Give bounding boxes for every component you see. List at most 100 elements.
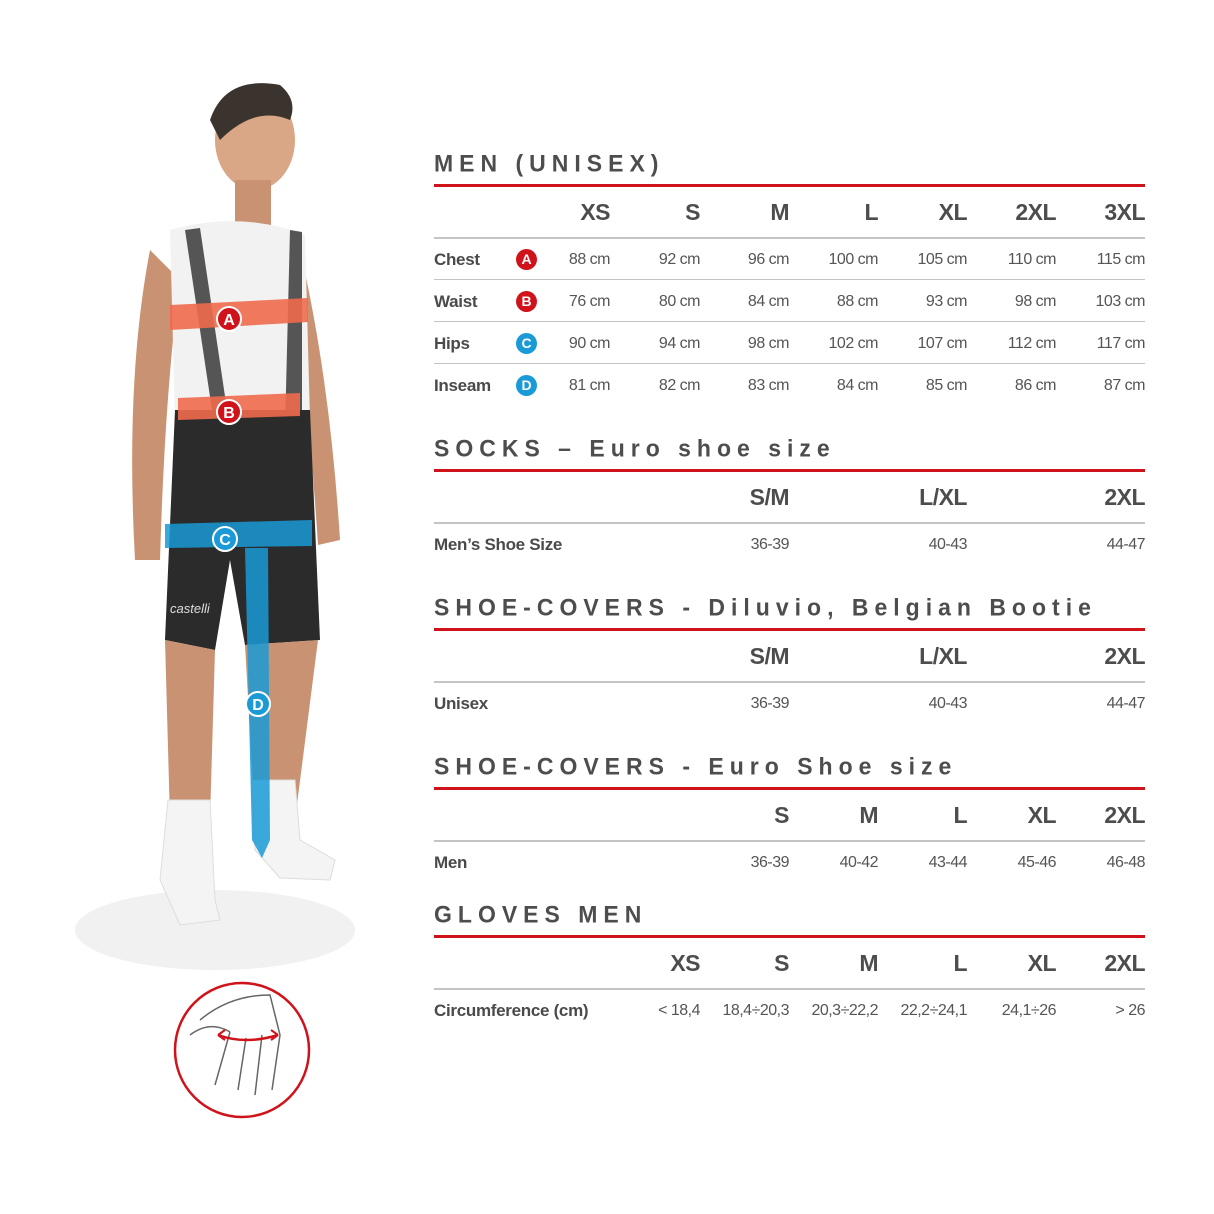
size-header: L [953,950,967,976]
section-divider [434,184,1145,187]
size-header: S/M [749,484,790,510]
header-divider [434,522,1145,524]
table-cell: 90 cm [568,335,611,352]
table-cell: 40-43 [928,536,968,553]
table-cell: 36-39 [750,536,790,553]
row-label: Men [434,853,468,872]
size-header: 2XL [1104,950,1145,976]
size-header: 3XL [1104,199,1145,225]
svg-text:B: B [223,405,235,422]
table-cell: 36-39 [750,695,790,712]
table-cell: 40-42 [839,854,879,871]
size-header: L [864,199,878,225]
size-header: S [685,199,700,225]
castelli-logo: castelli [170,601,211,616]
table-cell: 96 cm [747,251,790,268]
table-cell: < 18,4 [658,1002,700,1019]
table-cell: 36-39 [750,854,790,871]
table-cell: 76 cm [568,293,611,310]
size-header: S [774,950,789,976]
marker-c-icon: C [212,526,238,552]
row-label: Men’s Shoe Size [434,535,563,554]
section-title: GLOVES MEN [434,900,648,928]
table-cell: 84 cm [747,293,790,310]
size-header: L/XL [919,484,967,510]
header-divider [434,840,1145,842]
size-header: XL [1027,802,1057,828]
table-cell: 98 cm [747,335,790,352]
size-header: 2XL [1104,802,1145,828]
size-header: 2XL [1015,199,1056,225]
row-label: Hips [434,334,470,353]
size-header: S/M [749,643,790,669]
row-label: Unisex [434,694,488,713]
table-cell: 40-43 [928,695,968,712]
header-divider [434,237,1145,239]
size-header: L/XL [919,643,967,669]
row-label: Circumference (cm) [434,1001,589,1020]
marker-a-icon: A [216,306,242,332]
table-cell: 45-46 [1017,854,1057,871]
size-header: XL [938,199,968,225]
table-cell: 117 cm [1096,335,1146,352]
section-title: SHOE-COVERS - Diluvio, Belgian Bootie [434,593,1097,621]
row-divider [434,279,1145,280]
row-divider [434,321,1145,322]
section-divider [434,628,1145,631]
size-header: XS [580,199,610,225]
hand-circumference-icon [173,981,311,1119]
table-cell: 46-48 [1106,854,1146,871]
size-header: XL [1027,950,1057,976]
table-cell: 88 cm [568,251,611,268]
table-cell: 107 cm [917,335,968,352]
table-cell: 24,1÷26 [1001,1002,1057,1019]
row-label: Chest [434,250,480,269]
marker-c-badge: C [516,333,537,354]
marker-b-badge: B [516,291,537,312]
marker-d-icon: D [245,691,271,717]
table-cell: 87 cm [1103,377,1146,394]
table-cell: 80 cm [658,293,701,310]
table-cell: 103 cm [1095,293,1146,310]
table-cell: 81 cm [568,377,611,394]
table-cell: 20,3÷22,2 [811,1002,878,1019]
table-cell: 44-47 [1106,536,1146,553]
marker-d-badge: D [516,375,537,396]
table-cell: 115 cm [1096,251,1146,268]
section-divider [434,787,1145,790]
table-cell: 22,2÷24,1 [900,1002,967,1019]
row-divider [434,363,1145,364]
table-cell: 84 cm [836,377,879,394]
table-cell: 110 cm [1007,251,1057,268]
table-cell: 112 cm [1007,335,1057,352]
table-cell: 102 cm [828,335,879,352]
model-figure: castelli A B C D [40,60,370,1155]
table-cell: 18,4÷20,3 [722,1002,789,1019]
marker-a-badge: A [516,249,537,270]
size-header: 2XL [1104,484,1145,510]
table-cell: 86 cm [1014,377,1057,394]
hips-band [165,520,312,548]
table-cell: 88 cm [836,293,879,310]
table-cell: 105 cm [917,251,968,268]
table-cell: 92 cm [658,251,701,268]
size-header: M [770,199,789,225]
section-divider [434,469,1145,472]
size-header: S [774,802,789,828]
marker-b-icon: B [216,399,242,425]
section-title: SHOE-COVERS - Euro Shoe size [434,752,958,780]
row-label: Waist [434,292,478,311]
svg-text:A: A [223,312,235,329]
header-divider [434,681,1145,683]
table-cell: > 26 [1115,1002,1145,1019]
table-cell: 43-44 [928,854,968,871]
section-title: SOCKS – Euro shoe size [434,434,836,462]
model-illustration: castelli A B C D [75,83,355,1119]
header-divider [434,988,1145,990]
table-cell: 85 cm [925,377,968,394]
size-header: M [859,950,878,976]
table-cell: 100 cm [828,251,879,268]
section-divider [434,935,1145,938]
size-header: L [953,802,967,828]
size-header: 2XL [1104,643,1145,669]
